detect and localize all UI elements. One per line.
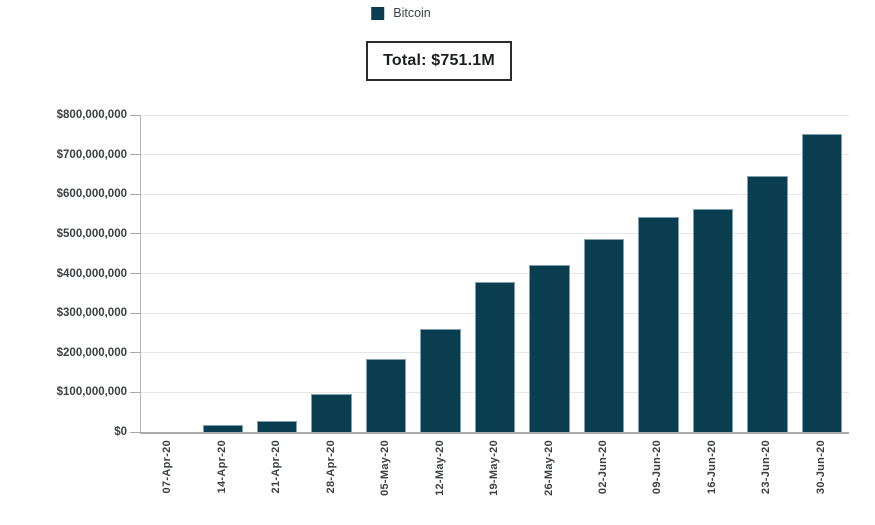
bar — [311, 394, 352, 432]
x-label-slot: 02-Jun-20 — [576, 440, 630, 496]
x-tick-label: 07-Apr-20 — [161, 440, 174, 494]
x-tick-label: 26-May-20 — [542, 440, 555, 496]
x-label-slot: 23-Jun-20 — [739, 440, 793, 496]
y-axis-ticks — [130, 114, 140, 433]
bar — [747, 175, 788, 432]
y-tick-label: $500,000,000 — [56, 227, 127, 240]
total-badge: Total: $751.1M — [366, 41, 512, 81]
y-tick-mark — [130, 154, 140, 156]
x-label-slot: 28-Apr-20 — [303, 440, 357, 496]
x-axis-labels: 07-Apr-20 14-Apr-20 21-Apr-20 28-Apr-20 05-M… — [140, 440, 848, 496]
bar — [638, 216, 679, 432]
y-tick-label: $800,000,000 — [56, 109, 127, 121]
y-tick-mark — [130, 391, 140, 393]
bar-series-bitcoin — [141, 115, 849, 432]
bar — [420, 328, 461, 432]
y-tick-label: $400,000,000 — [56, 267, 127, 280]
y-tick-mark — [130, 114, 140, 116]
x-tick-label: 14-Apr-20 — [215, 440, 228, 494]
bar — [529, 264, 570, 432]
bar-slot — [141, 115, 195, 432]
x-label-slot: 26-May-20 — [521, 440, 575, 496]
x-tick-label: 30-Jun-20 — [814, 440, 827, 495]
bar — [583, 238, 625, 432]
bar-slot — [195, 115, 249, 432]
x-tick-label: 28-Apr-20 — [324, 440, 337, 494]
x-tick-label: 05-May-20 — [379, 440, 392, 496]
y-tick-mark — [130, 233, 140, 235]
y-tick-label: $700,000,000 — [56, 148, 127, 161]
x-label-slot: 07-Apr-20 — [140, 440, 194, 496]
x-label-slot: 05-May-20 — [358, 440, 412, 496]
gridline — [141, 193, 849, 195]
bar-slot — [304, 115, 358, 432]
y-tick-mark — [130, 312, 140, 314]
y-tick-label: $600,000,000 — [56, 188, 127, 201]
bar-slot — [795, 115, 849, 432]
legend-label-bitcoin: Bitcoin — [393, 6, 431, 20]
bar-slot — [577, 115, 631, 432]
x-tick-label: 16-Jun-20 — [705, 440, 718, 495]
bar-slot — [522, 115, 576, 432]
bar-slot — [359, 115, 413, 432]
bar — [365, 358, 407, 432]
x-label-slot: 14-Apr-20 — [194, 440, 248, 496]
bar — [801, 134, 842, 432]
y-tick-label: $300,000,000 — [56, 307, 127, 320]
bar-slot — [686, 115, 740, 432]
bar — [692, 209, 734, 432]
gridline — [141, 273, 849, 274]
gridline — [141, 114, 849, 116]
x-label-slot: 09-Jun-20 — [630, 440, 684, 496]
bar — [474, 282, 516, 432]
y-tick-mark — [130, 352, 140, 354]
bar — [202, 425, 243, 432]
bar-slot — [250, 115, 304, 432]
x-label-slot: 16-Jun-20 — [685, 440, 739, 496]
bar-slot — [468, 115, 522, 432]
total-badge-text: Total: $751.1M — [383, 52, 495, 69]
x-label-slot: 21-Apr-20 — [249, 440, 303, 496]
gridline — [141, 154, 849, 156]
chart-legend: Bitcoin — [371, 6, 431, 20]
bar-slot — [631, 115, 685, 432]
x-tick-label: 02-Jun-20 — [596, 440, 609, 495]
y-axis-labels: $800,000,000 $700,000,000 $600,000,000 $500… — [0, 109, 127, 438]
bar-slot — [740, 115, 794, 432]
x-tick-label: 21-Apr-20 — [270, 440, 283, 494]
x-label-slot: 30-Jun-20 — [794, 440, 848, 496]
plot-area — [140, 114, 849, 434]
x-label-slot: 12-May-20 — [412, 440, 466, 496]
y-tick-label: $100,000,000 — [56, 386, 127, 399]
x-tick-label: 12-May-20 — [433, 440, 446, 496]
legend-swatch-bitcoin — [371, 6, 385, 20]
y-tick-label: $0 — [114, 426, 127, 438]
y-tick-mark — [130, 431, 140, 433]
x-label-slot: 19-May-20 — [467, 440, 521, 496]
y-tick-mark — [130, 193, 140, 195]
x-tick-label: 23-Jun-20 — [760, 440, 773, 495]
y-tick-label: $200,000,000 — [56, 346, 127, 359]
y-tick-mark — [130, 273, 140, 274]
bar-slot — [413, 115, 467, 432]
bar — [257, 420, 298, 432]
x-tick-label: 09-Jun-20 — [651, 440, 664, 495]
x-tick-label: 19-May-20 — [488, 440, 501, 496]
gridline — [141, 233, 849, 235]
